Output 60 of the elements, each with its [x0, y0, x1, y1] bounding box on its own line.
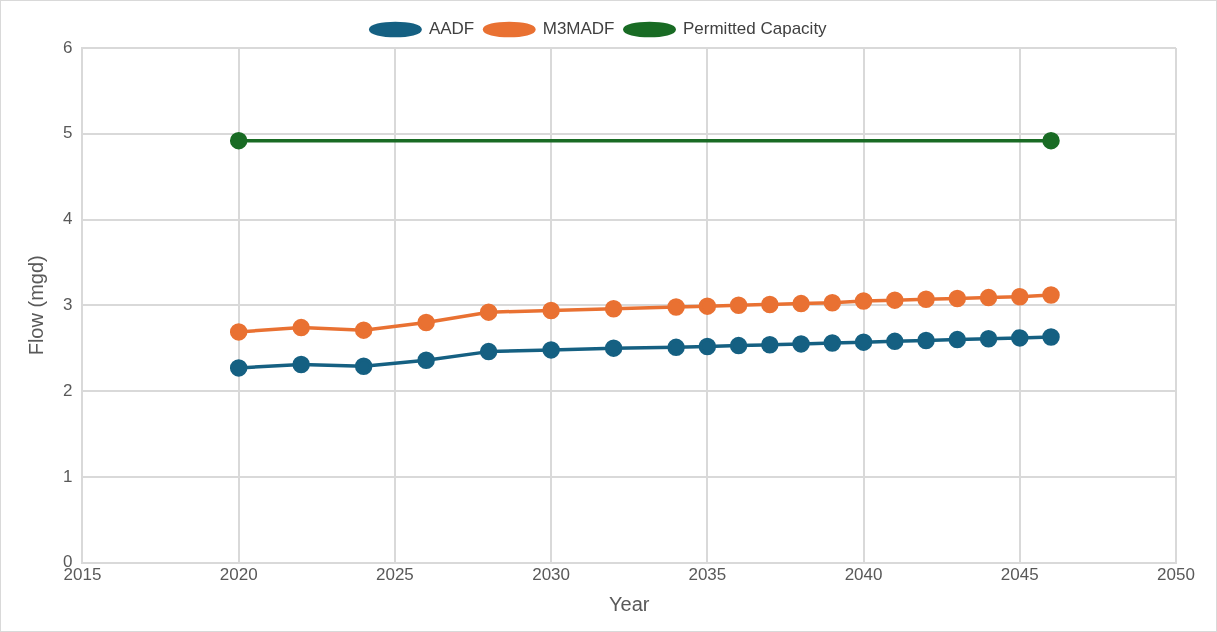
- y-tick-label: 4: [62, 209, 73, 229]
- point: [229, 359, 248, 377]
- point: [292, 355, 310, 374]
- y-tick-label: 5: [62, 123, 73, 143]
- y-axis-title: Flow (mgd): [24, 255, 47, 356]
- point: [1011, 287, 1029, 306]
- y-tick-label: 2: [62, 380, 73, 400]
- legend-label: AADF: [428, 19, 475, 39]
- point: [698, 297, 717, 315]
- point: [729, 296, 748, 315]
- point: [886, 332, 904, 351]
- point: [854, 292, 873, 310]
- point: [917, 290, 935, 309]
- point: [417, 313, 435, 332]
- point: [667, 298, 685, 316]
- x-tick-label: 2030: [532, 565, 571, 585]
- y-tick-label: 3: [62, 294, 73, 314]
- point: [698, 337, 717, 356]
- point: [229, 131, 248, 150]
- point: [823, 293, 842, 312]
- point: [1042, 328, 1060, 346]
- x-tick-label: 2040: [844, 565, 883, 585]
- point: [1042, 131, 1060, 150]
- point: [542, 341, 560, 359]
- point: [917, 331, 935, 350]
- point: [417, 351, 435, 369]
- x-tick-label: 2050: [1157, 565, 1195, 585]
- y-tick-label: 1: [62, 466, 73, 486]
- point: [354, 357, 373, 375]
- point: [886, 291, 904, 309]
- legend-label: Permitted Capacity: [683, 19, 828, 39]
- point: [761, 295, 779, 314]
- x-tick-label: 2045: [1000, 565, 1039, 585]
- point: [948, 289, 967, 308]
- point: [292, 318, 310, 337]
- x-tick-label: 2025: [375, 565, 414, 585]
- point: [792, 294, 810, 313]
- point: [854, 333, 873, 351]
- point: [761, 336, 779, 354]
- point: [542, 301, 560, 320]
- point: [604, 339, 623, 357]
- point: [979, 288, 998, 307]
- point: [948, 330, 967, 349]
- point: [1042, 286, 1060, 304]
- y-tick-label: 6: [62, 37, 73, 57]
- point: [1011, 329, 1029, 347]
- point: [823, 334, 842, 352]
- x-tick-label: 2035: [688, 565, 727, 585]
- point: [729, 336, 748, 355]
- legend-label: M3MADF: [542, 19, 615, 39]
- point: [354, 321, 373, 339]
- x-axis-title: Year: [609, 592, 650, 615]
- point: [229, 323, 248, 341]
- point: [667, 338, 685, 357]
- point: [979, 330, 998, 348]
- point: [604, 299, 623, 318]
- point: [479, 303, 498, 321]
- point: [479, 342, 498, 361]
- point: [792, 335, 810, 353]
- x-tick-label: 2020: [219, 565, 258, 585]
